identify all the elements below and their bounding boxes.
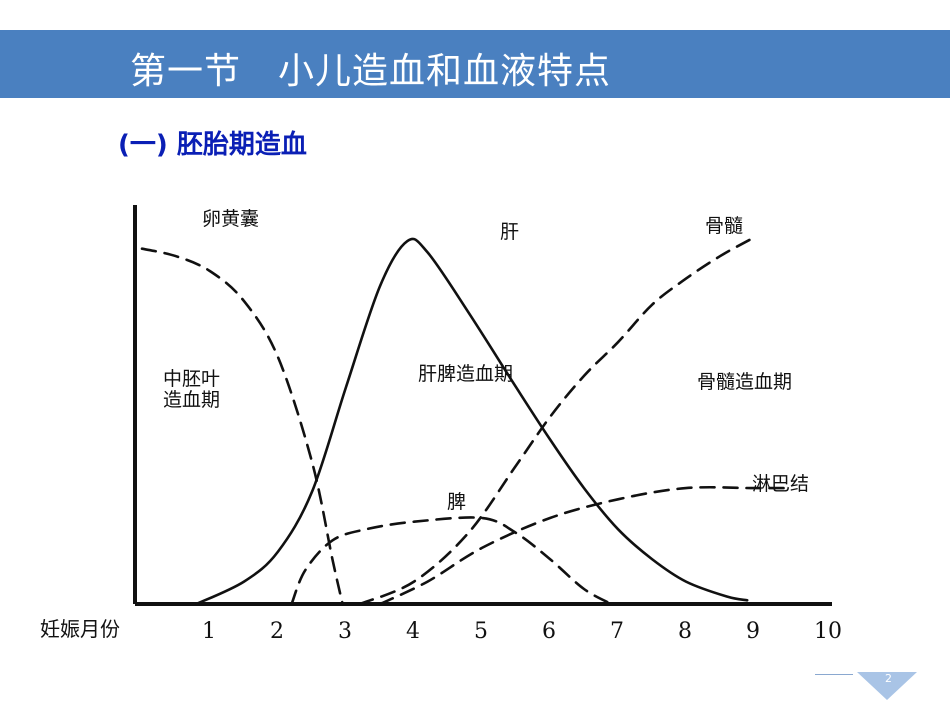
title-bar: 第一节 小儿造血和血液特点 [0, 30, 950, 98]
x-tick-label: 4 [406, 619, 420, 644]
page-number-badge [857, 672, 917, 700]
x-tick-label: 1 [202, 619, 216, 644]
mesoderm-period-label-line1: 中胚叶 [163, 368, 220, 390]
liver-label: 肝 [500, 221, 519, 243]
x-tick-label: 5 [474, 619, 488, 644]
bone-marrow-label: 骨髓 [705, 215, 743, 237]
slide-subtitle: (一) 胚胎期造血 [118, 130, 307, 160]
mesoderm-period-label-line2: 造血期 [163, 389, 220, 411]
chart-axes: 妊娠月份 1 2 3 4 5 6 7 8 9 10 [40, 205, 842, 644]
lymph-node-label: 淋巴结 [752, 473, 809, 495]
liver-spleen-period-label: 肝脾造血期 [418, 363, 513, 385]
x-tick-label: 2 [270, 619, 284, 644]
x-tick-label: 6 [542, 619, 556, 644]
corner-divider [815, 674, 853, 675]
x-tick-label: 7 [610, 619, 624, 644]
page-number: 2 [885, 672, 892, 685]
spleen-label: 脾 [447, 491, 466, 513]
series-line [290, 516, 613, 606]
series-line [195, 237, 749, 606]
x-tick-label: 9 [746, 619, 760, 644]
chart-series [140, 236, 790, 606]
series-line [358, 236, 756, 606]
bone-marrow-period-label: 骨髓造血期 [697, 371, 792, 393]
x-tick-label: 3 [338, 619, 352, 644]
series-line [378, 485, 790, 606]
x-tick-label: 8 [678, 619, 692, 644]
x-axis-title: 妊娠月份 [40, 617, 120, 641]
yolk-sac-label: 卵黄囊 [202, 208, 259, 230]
slide-title: 第一节 小儿造血和血液特点 [130, 51, 612, 92]
series-line [140, 247, 344, 606]
x-tick-label: 10 [814, 619, 842, 644]
